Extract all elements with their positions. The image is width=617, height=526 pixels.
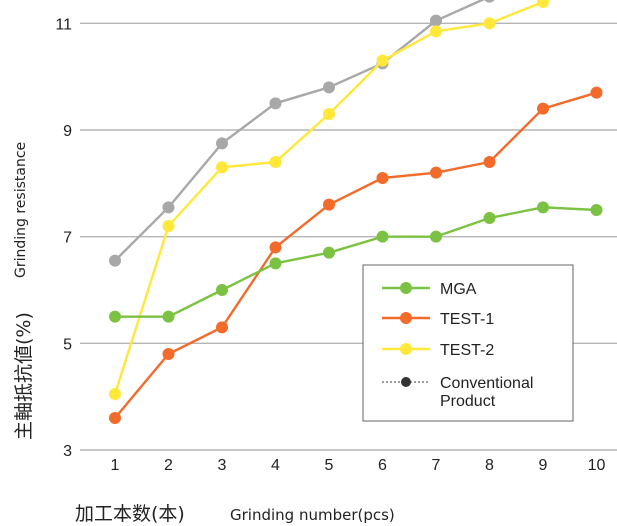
- data-point: [483, 17, 496, 30]
- x-tick-label: 7: [432, 457, 441, 474]
- series-test-2: [109, 0, 549, 400]
- data-point: [216, 161, 228, 174]
- x-tick-label: 4: [271, 457, 280, 474]
- y-axis-title-english: Grinding resistance: [13, 142, 29, 278]
- series-conventional-product: [109, 0, 495, 267]
- legend-marker: [401, 377, 411, 387]
- legend-box: [362, 264, 574, 422]
- data-point: [323, 198, 335, 211]
- data-point: [430, 14, 442, 27]
- y-tick-label: 7: [63, 230, 72, 247]
- legend-item: TEST-2: [382, 342, 494, 359]
- x-axis-tick-labels: 1 2 3 4 5 6 7 8 9 10: [111, 457, 606, 474]
- legend-label: TEST-2: [440, 342, 494, 359]
- data-point: [162, 310, 175, 323]
- data-point: [483, 156, 496, 168]
- x-axis-title-japanese: 加工本数(本): [75, 503, 185, 525]
- data-point: [483, 212, 496, 224]
- x-tick-label: 9: [539, 457, 548, 474]
- legend-label: Conventional: [440, 375, 533, 392]
- data-point: [323, 81, 335, 94]
- x-tick-label: 1: [111, 457, 120, 474]
- x-tick-label: 6: [378, 457, 387, 474]
- data-point: [216, 284, 228, 296]
- data-point: [109, 388, 121, 400]
- legend-label: TEST-1: [440, 311, 494, 328]
- data-point: [484, 0, 495, 3]
- legend-item: MGA: [382, 281, 477, 298]
- legend-marker: [400, 343, 412, 355]
- legend-marker: [400, 312, 412, 324]
- data-point: [376, 230, 389, 243]
- legend-label: MGA: [440, 281, 477, 298]
- data-point: [109, 412, 121, 424]
- data-point: [376, 172, 389, 184]
- data-point: [216, 137, 228, 150]
- data-point: [430, 166, 442, 179]
- legend-item: TEST-1: [382, 311, 494, 328]
- x-tick-label: 2: [164, 457, 173, 474]
- x-tick-label: 8: [485, 457, 494, 474]
- data-point: [590, 204, 603, 216]
- data-point: [216, 321, 228, 334]
- data-point: [109, 310, 121, 323]
- x-tick-label: 10: [588, 457, 606, 474]
- data-point: [323, 246, 335, 259]
- data-point: [269, 241, 282, 254]
- data-point: [269, 97, 282, 110]
- data-point: [162, 201, 175, 214]
- data-point: [376, 54, 389, 67]
- x-tick-label: 5: [325, 457, 334, 474]
- data-point: [162, 348, 175, 360]
- series-line: [115, 206, 597, 318]
- legend-label: Product: [440, 393, 496, 410]
- series-line: [114, 91, 597, 419]
- y-tick-label: 5: [63, 336, 72, 353]
- data-point: [269, 257, 282, 270]
- y-tick-label: 3: [63, 443, 72, 460]
- x-tick-label: 3: [218, 457, 227, 474]
- data-point: [323, 108, 335, 120]
- data-point: [537, 102, 549, 115]
- data-point: [109, 254, 121, 267]
- series-line: [114, 0, 486, 262]
- data-point: [537, 201, 549, 214]
- x-axis-title-english: Grinding number(pcs): [230, 506, 395, 524]
- legend-marker: [400, 282, 412, 294]
- y-tick-label: 11: [55, 16, 72, 33]
- data-point: [430, 25, 442, 38]
- y-axis-title-japanese: 主軸抵抗値(%): [13, 312, 35, 440]
- series-test-1: [109, 86, 603, 424]
- series-mga: [109, 201, 603, 323]
- y-axis-tick-labels: 3 5 7 9 11: [55, 16, 72, 460]
- y-axis-title: 主軸抵抗値(%) Grinding resistance: [13, 142, 35, 440]
- data-point: [430, 230, 442, 243]
- data-point: [537, 0, 549, 8]
- data-point: [162, 220, 175, 232]
- x-axis-title: 加工本数(本) Grinding number(pcs): [75, 503, 395, 525]
- data-point: [269, 156, 282, 168]
- data-point: [590, 86, 603, 99]
- y-tick-label: 9: [63, 123, 72, 140]
- series-layer: [109, 0, 603, 424]
